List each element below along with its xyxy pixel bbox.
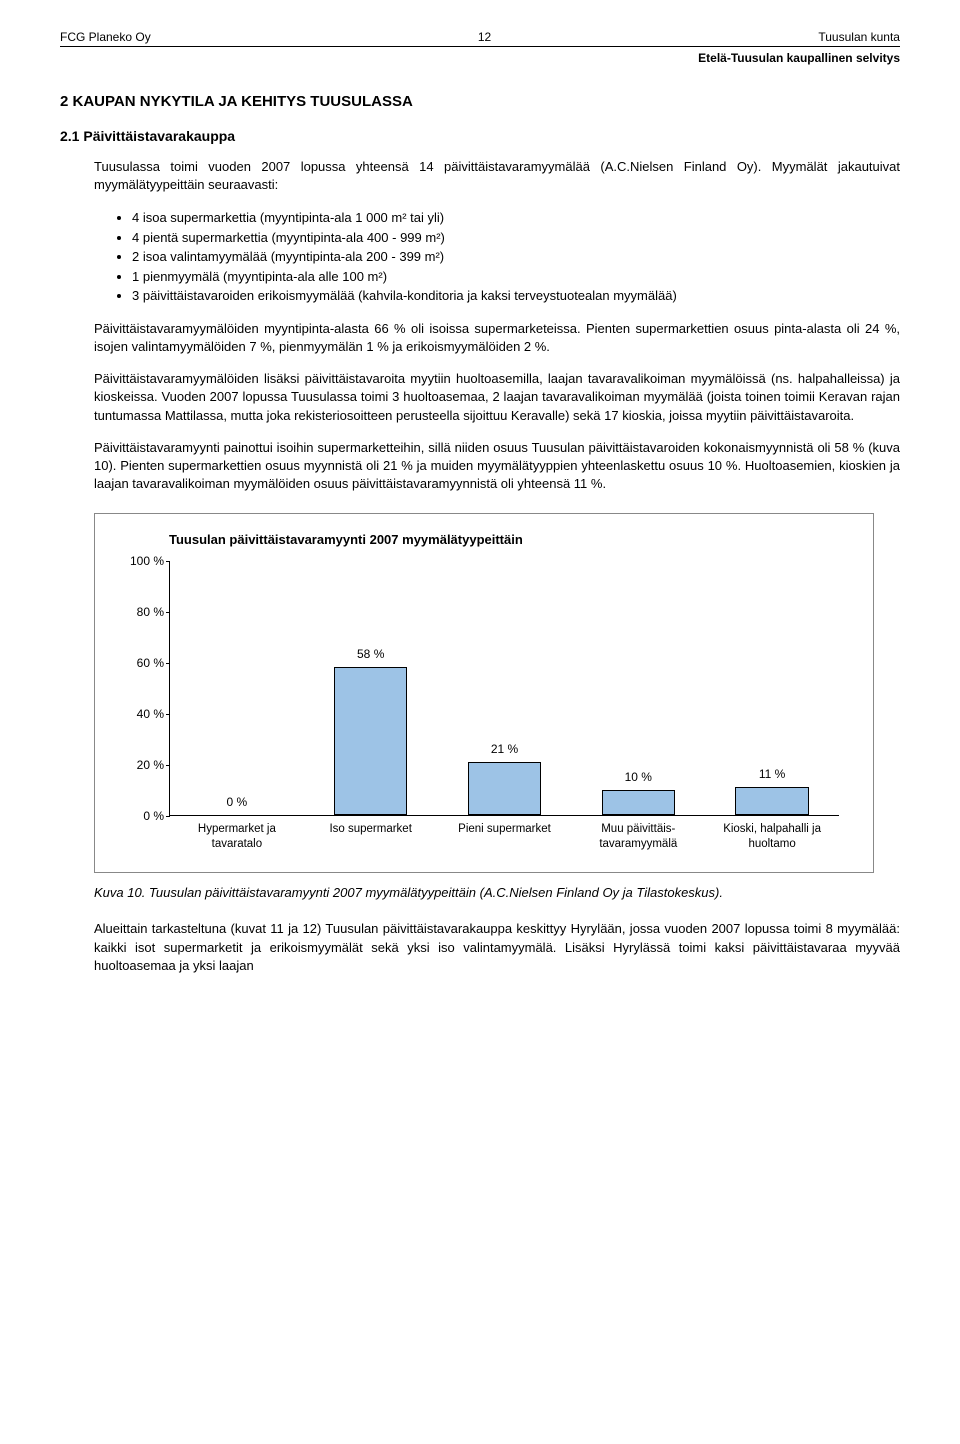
chart-ytick-label: 80 % — [120, 605, 164, 619]
chart-ytick-label: 20 % — [120, 758, 164, 772]
figure-caption: Kuva 10. Tuusulan päivittäistavaramyynti… — [94, 885, 900, 900]
chart-ytick-label: 100 % — [120, 554, 164, 568]
chart-value-label: 11 % — [759, 767, 785, 781]
chart-value-label: 58 % — [357, 647, 384, 661]
list-item: 3 päivittäistavaroiden erikoismyymälää (… — [132, 286, 900, 306]
chart-bar — [735, 787, 809, 815]
chart-ytick-label: 0 % — [120, 809, 164, 823]
store-types-list: 4 isoa supermarkettia (myyntipinta-ala 1… — [114, 208, 900, 306]
chart-bar — [468, 762, 542, 816]
header-subtitle: Etelä-Tuusulan kaupallinen selvitys — [60, 51, 900, 65]
list-item: 4 isoa supermarkettia (myyntipinta-ala 1… — [132, 208, 900, 228]
section-title: 2 KAUPAN NYKYTILA JA KEHITYS TUUSULASSA — [60, 93, 900, 110]
chart-category-label: Iso supermarket — [306, 822, 436, 836]
header-page-number: 12 — [478, 30, 491, 44]
chart-value-label: 10 % — [625, 770, 652, 784]
header-right: Tuusulan kunta — [818, 30, 900, 44]
paragraph-4: Päivittäistavaramyynti painottui isoihin… — [94, 439, 900, 494]
chart-plot-area: 0 %20 %40 %60 %80 %100 %0 %Hypermarket j… — [169, 561, 839, 816]
header-left: FCG Planeko Oy — [60, 30, 151, 44]
list-item: 2 isoa valintamyymälää (myyntipinta-ala … — [132, 247, 900, 267]
bar-chart-frame: Tuusulan päivittäistavaramyynti 2007 myy… — [94, 513, 874, 873]
paragraph-5: Alueittain tarkasteltuna (kuvat 11 ja 12… — [94, 920, 900, 975]
chart-ytick-label: 60 % — [120, 656, 164, 670]
paragraph-1: Tuusulassa toimi vuoden 2007 lopussa yht… — [94, 158, 900, 194]
page-header: FCG Planeko Oy 12 Tuusulan kunta — [60, 30, 900, 47]
chart-value-label: 21 % — [491, 742, 518, 756]
list-item: 4 pientä supermarkettia (myyntipinta-ala… — [132, 228, 900, 248]
chart-category-label: Muu päivittäis-tavaramyymälä — [573, 822, 703, 851]
paragraph-3: Päivittäistavaramyymälöiden lisäksi päiv… — [94, 370, 900, 425]
chart-category-label: Kioski, halpahalli jahuoltamo — [707, 822, 837, 851]
chart-category-label: Hypermarket jatavaratalo — [172, 822, 302, 851]
chart-title: Tuusulan päivittäistavaramyynti 2007 myy… — [169, 532, 849, 547]
chart-value-label: 0 % — [227, 795, 248, 809]
chart-bar — [602, 790, 676, 816]
paragraph-2: Päivittäistavaramyymälöiden myyntipinta-… — [94, 320, 900, 356]
subsection-title: 2.1 Päivittäistavarakauppa — [60, 128, 900, 144]
chart-bar — [334, 667, 408, 815]
chart-ytick-label: 40 % — [120, 707, 164, 721]
chart-category-label: Pieni supermarket — [440, 822, 570, 836]
list-item: 1 pienmyymälä (myyntipinta-ala alle 100 … — [132, 267, 900, 287]
